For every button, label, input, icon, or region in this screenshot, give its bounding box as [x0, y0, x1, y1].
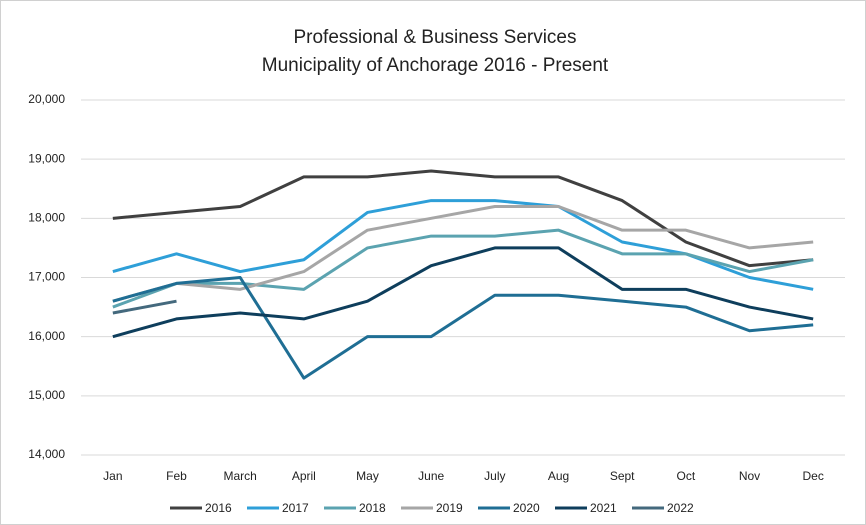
x-tick-label: Dec — [802, 469, 823, 483]
x-tick-label: Sept — [610, 469, 635, 483]
legend-label: 2020 — [513, 501, 540, 515]
legend-label: 2022 — [667, 501, 694, 515]
y-tick-label: 15,000 — [28, 388, 65, 402]
series-line — [112, 299, 177, 315]
legend-label: 2016 — [205, 501, 232, 515]
x-tick-label: Jan — [103, 469, 122, 483]
series-line — [112, 228, 814, 309]
legend-label: 2021 — [590, 501, 617, 515]
x-tick-label: April — [292, 469, 316, 483]
x-tick-label: Aug — [548, 469, 569, 483]
legend-label: 2017 — [282, 501, 309, 515]
x-tick-label: June — [418, 469, 444, 483]
x-tick-label: March — [223, 469, 256, 483]
y-tick-label: 14,000 — [28, 447, 65, 461]
chart-title: Professional & Business Services — [293, 27, 576, 48]
series-line — [112, 276, 814, 380]
y-tick-label: 18,000 — [28, 211, 65, 225]
y-tick-label: 20,000 — [28, 92, 65, 106]
y-tick-label: 17,000 — [28, 270, 65, 284]
y-tick-label: 19,000 — [28, 151, 65, 165]
y-tick-label: 16,000 — [28, 329, 65, 343]
x-tick-label: Oct — [676, 469, 695, 483]
x-tick-label: Feb — [166, 469, 187, 483]
series-line — [112, 169, 814, 268]
x-tick-label: Nov — [739, 469, 760, 483]
x-tick-label: May — [356, 469, 379, 483]
x-tick-label: July — [484, 469, 505, 483]
legend-label: 2019 — [436, 501, 463, 515]
legend-label: 2018 — [359, 501, 386, 515]
chart-subtitle: Municipality of Anchorage 2016 - Present — [262, 55, 609, 76]
series-line — [112, 246, 814, 339]
series-line — [112, 205, 814, 303]
